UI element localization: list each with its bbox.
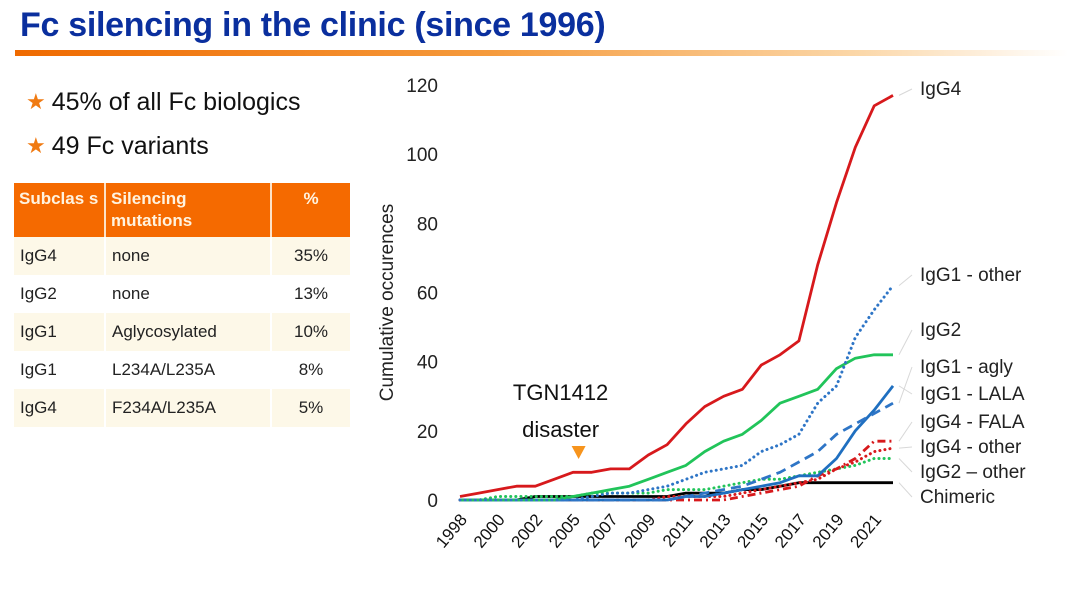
x-tick-label: 2011 <box>659 510 697 550</box>
series-end-label: IgG1 - agly <box>920 357 1013 378</box>
x-tick-label: 2017 <box>771 510 810 551</box>
series-end-label: IgG4 - other <box>920 437 1022 458</box>
cell-subclass: IgG4 <box>14 237 106 275</box>
y-axis-label: Cumulative occurences <box>377 204 398 401</box>
cell-mutation: Aglycosylated <box>105 313 272 351</box>
y-tick-label: 40 <box>417 353 438 374</box>
x-tick-label: 2005 <box>545 510 584 551</box>
series-end-label: IgG4 - FALA <box>920 412 1025 433</box>
series-end-label: IgG1 - other <box>920 265 1022 286</box>
x-tick-label: 2007 <box>583 510 622 551</box>
series-layer <box>458 94 895 502</box>
y-tick-label: 60 <box>417 284 438 305</box>
bullet-text: 49 Fc variants <box>51 131 209 160</box>
cell-percent: 35% <box>271 237 350 275</box>
annotation-line-2: disaster <box>522 417 599 442</box>
series-labels: IgG4 IgG1 - other IgG2 IgG1 - agly IgG1 - LA… <box>898 79 1026 508</box>
table-row: IgG2 none 13% <box>14 275 350 313</box>
table-header-row: Subclas s Silencing mutations % <box>14 183 350 237</box>
leader-line <box>898 458 913 473</box>
x-tick-label: 2002 <box>507 510 546 551</box>
series-line-igg4 <box>459 94 894 498</box>
title-underline <box>15 50 1068 56</box>
table-row: IgG4 none 35% <box>14 237 350 275</box>
y-tick-label: 120 <box>406 76 438 97</box>
cell-mutation: L234A/L235A <box>105 351 272 389</box>
series-line-igg4-other <box>458 446 895 502</box>
y-tick-label: 100 <box>406 145 438 166</box>
cell-percent: 13% <box>271 275 350 313</box>
cell-percent: 5% <box>271 389 350 427</box>
cell-mutation: none <box>105 275 272 313</box>
series-line-igg1-other <box>458 284 895 502</box>
series-end-label: IgG1 - LALA <box>920 384 1025 405</box>
y-axis: 0 20 40 60 80 100 120 <box>406 76 438 512</box>
header-subclass: Subclas s <box>14 183 106 237</box>
x-tick-label: 2013 <box>696 510 735 551</box>
x-tick-label: 2015 <box>733 510 772 551</box>
leader-line <box>898 329 913 355</box>
y-tick-label: 0 <box>427 491 438 512</box>
line-chart-svg: 0 20 40 60 80 100 120 Cumulative occurences 19… <box>377 76 1026 552</box>
table-row: IgG4 F234A/L235A 5% <box>14 389 350 427</box>
x-tick-label: 2019 <box>809 510 848 551</box>
leader-line <box>898 421 913 442</box>
table-row: IgG1 Aglycosylated 10% <box>14 313 350 351</box>
leader-line <box>898 88 913 96</box>
leader-line <box>898 385 913 395</box>
leader-line <box>898 366 913 404</box>
cell-subclass: IgG1 <box>14 313 106 351</box>
series-end-label: IgG2 – other <box>920 462 1026 483</box>
star-icon: ★ <box>26 89 46 114</box>
cell-subclass: IgG1 <box>14 351 106 389</box>
bullet-item: ★ 49 Fc variants <box>26 124 300 168</box>
cell-mutation: none <box>105 237 272 275</box>
series-end-label: Chimeric <box>920 487 995 508</box>
cumulative-occurrences-chart: 0 20 40 60 80 100 120 Cumulative occurences 19… <box>360 60 1068 591</box>
slide-title: Fc silencing in the clinic (since 1996) <box>20 6 606 44</box>
cell-subclass: IgG4 <box>14 389 106 427</box>
y-tick-label: 20 <box>417 422 438 443</box>
series-line-igg4-fala <box>460 439 893 502</box>
bullet-text: 45% of all Fc biologics <box>51 87 301 116</box>
annotation-line-1: TGN1412 <box>513 380 608 405</box>
cell-subclass: IgG2 <box>14 275 106 313</box>
y-tick-label: 80 <box>417 214 438 235</box>
bullet-list: ★ 45% of all Fc biologics ★ 49 Fc varian… <box>26 80 300 168</box>
leader-line <box>898 482 913 498</box>
x-tick-label: 2021 <box>846 510 885 551</box>
x-tick-label: 2000 <box>470 510 509 551</box>
leader-line <box>898 446 913 449</box>
star-icon: ★ <box>26 133 46 158</box>
cell-mutation: F234A/L235A <box>105 389 272 427</box>
x-tick-label: 2009 <box>620 510 659 551</box>
leader-line <box>898 274 913 286</box>
down-triangle-icon <box>571 446 586 459</box>
header-percent: % <box>271 183 350 237</box>
annotation: TGN1412 disaster <box>513 380 608 459</box>
x-tick-label: 1998 <box>432 510 471 551</box>
series-end-label: IgG2 <box>920 320 961 341</box>
silencing-table: Subclas s Silencing mutations % IgG4 non… <box>14 183 350 427</box>
cell-percent: 8% <box>271 351 350 389</box>
cell-percent: 10% <box>271 313 350 351</box>
bullet-item: ★ 45% of all Fc biologics <box>26 80 300 124</box>
series-end-label: IgG4 <box>920 79 962 100</box>
header-silencing-mutations: Silencing mutations <box>105 183 272 237</box>
table-row: IgG1 L234A/L235A 8% <box>14 351 350 389</box>
